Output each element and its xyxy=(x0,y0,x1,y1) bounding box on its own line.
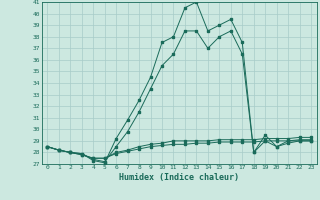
X-axis label: Humidex (Indice chaleur): Humidex (Indice chaleur) xyxy=(119,173,239,182)
